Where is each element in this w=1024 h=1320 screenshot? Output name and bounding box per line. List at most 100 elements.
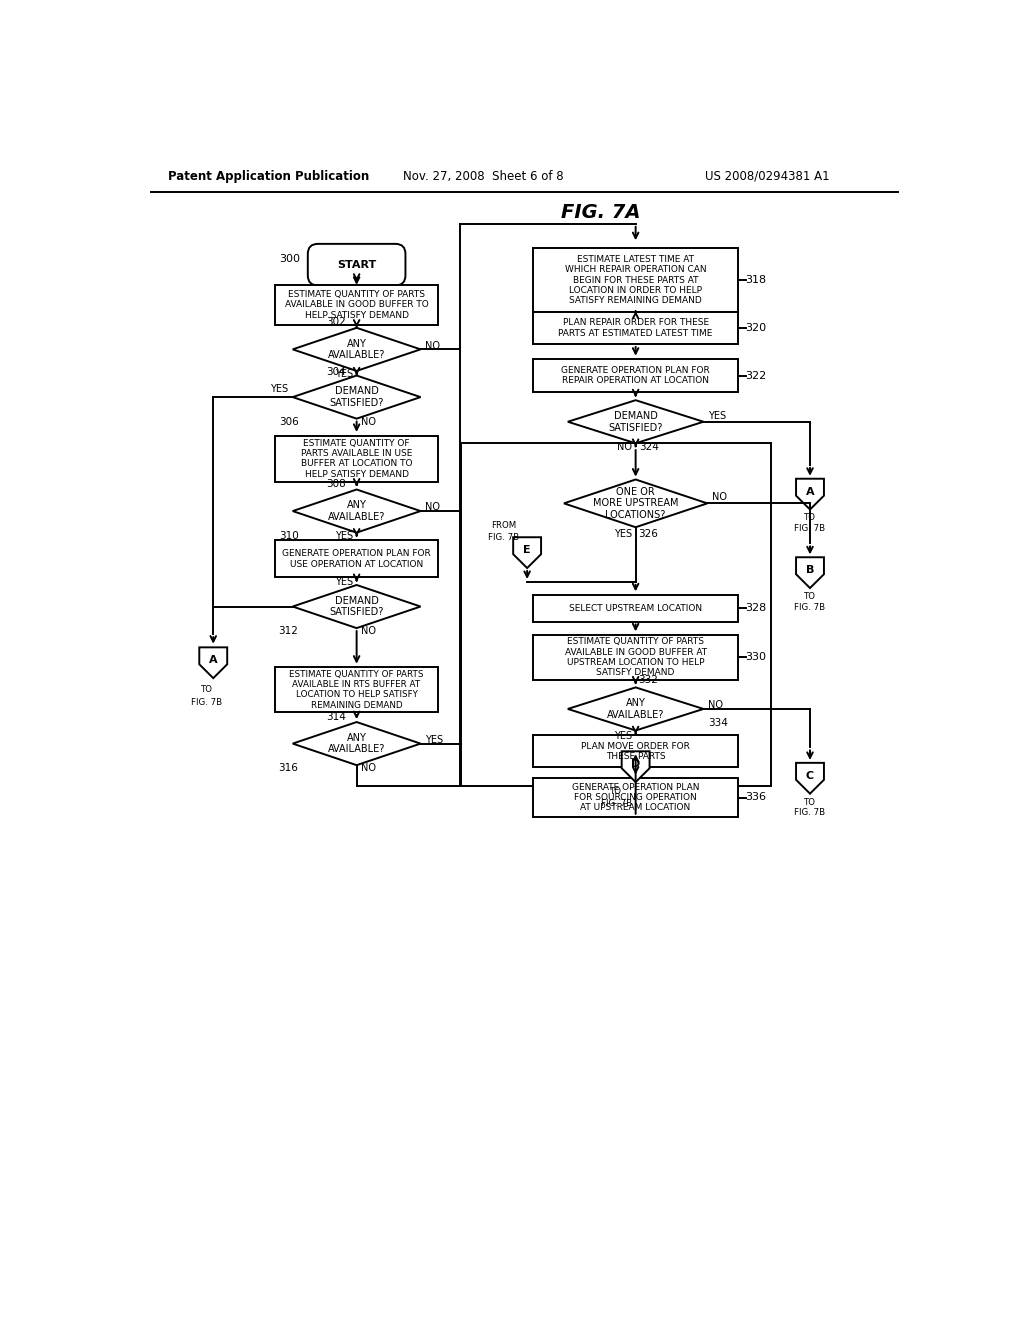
- Text: DEMAND
SATISFIED?: DEMAND SATISFIED?: [330, 595, 384, 618]
- Text: YES: YES: [335, 370, 352, 379]
- Polygon shape: [568, 400, 703, 444]
- Text: PLAN REPAIR ORDER FOR THESE
PARTS AT ESTIMATED LATEST TIME: PLAN REPAIR ORDER FOR THESE PARTS AT EST…: [558, 318, 713, 338]
- Text: 322: 322: [745, 371, 767, 380]
- Text: ESTIMATE QUANTITY OF PARTS
AVAILABLE IN GOOD BUFFER TO
HELP SATISFY DEMAND: ESTIMATE QUANTITY OF PARTS AVAILABLE IN …: [285, 290, 428, 319]
- Text: ANY
AVAILABLE?: ANY AVAILABLE?: [328, 338, 385, 360]
- Text: TO: TO: [804, 513, 816, 523]
- Text: 304: 304: [327, 367, 346, 378]
- FancyBboxPatch shape: [532, 312, 738, 345]
- Polygon shape: [568, 688, 703, 730]
- Polygon shape: [796, 557, 824, 589]
- Text: A: A: [209, 656, 217, 665]
- Text: 326: 326: [638, 529, 657, 539]
- Text: 336: 336: [745, 792, 767, 803]
- FancyBboxPatch shape: [275, 436, 438, 482]
- FancyBboxPatch shape: [532, 594, 738, 622]
- Text: TO: TO: [804, 593, 816, 601]
- Text: 302: 302: [327, 317, 346, 327]
- Text: US 2008/0294381 A1: US 2008/0294381 A1: [706, 169, 830, 182]
- Text: C: C: [806, 771, 814, 781]
- Polygon shape: [293, 376, 421, 418]
- Text: 332: 332: [638, 675, 657, 685]
- Text: 314: 314: [327, 711, 346, 722]
- Polygon shape: [513, 537, 541, 568]
- Text: 318: 318: [745, 275, 767, 285]
- Text: NO: NO: [712, 492, 727, 502]
- Text: FIG. 7B: FIG. 7B: [795, 808, 825, 817]
- Text: YES: YES: [335, 577, 352, 587]
- FancyBboxPatch shape: [532, 635, 738, 680]
- Text: ANY
AVAILABLE?: ANY AVAILABLE?: [328, 500, 385, 521]
- Text: NO: NO: [616, 442, 632, 453]
- Text: ANY
AVAILABLE?: ANY AVAILABLE?: [328, 733, 385, 755]
- Text: NO: NO: [360, 626, 376, 636]
- Text: YES: YES: [335, 531, 352, 541]
- Text: YES: YES: [613, 731, 632, 741]
- Text: YES: YES: [425, 735, 443, 744]
- Text: 306: 306: [279, 417, 299, 426]
- Polygon shape: [293, 327, 421, 371]
- Text: FIG. 7B: FIG. 7B: [601, 799, 632, 808]
- Text: ESTIMATE QUANTITY OF
PARTS AVAILABLE IN USE
BUFFER AT LOCATION TO
HELP SATISFY D: ESTIMATE QUANTITY OF PARTS AVAILABLE IN …: [301, 438, 413, 479]
- Polygon shape: [200, 647, 227, 678]
- Text: Nov. 27, 2008  Sheet 6 of 8: Nov. 27, 2008 Sheet 6 of 8: [403, 169, 564, 182]
- Text: NO: NO: [425, 341, 440, 351]
- Text: TO: TO: [610, 787, 623, 796]
- FancyBboxPatch shape: [275, 668, 438, 711]
- FancyBboxPatch shape: [532, 735, 738, 767]
- Text: 320: 320: [745, 323, 767, 333]
- Text: NO: NO: [425, 502, 440, 512]
- Polygon shape: [796, 763, 824, 793]
- Polygon shape: [564, 479, 708, 527]
- Text: 334: 334: [708, 718, 728, 727]
- Text: NO: NO: [360, 763, 376, 774]
- Text: FIG. 7B: FIG. 7B: [488, 533, 519, 541]
- Text: SELECT UPSTREAM LOCATION: SELECT UPSTREAM LOCATION: [569, 603, 702, 612]
- Text: YES: YES: [270, 384, 289, 395]
- Text: 312: 312: [279, 626, 299, 636]
- Text: E: E: [523, 545, 530, 556]
- Polygon shape: [622, 751, 649, 781]
- Text: D: D: [631, 759, 640, 770]
- Polygon shape: [293, 490, 421, 533]
- Text: TO: TO: [201, 685, 213, 694]
- Text: ESTIMATE QUANTITY OF PARTS
AVAILABLE IN RTS BUFFER AT
LOCATION TO HELP SATISFY
R: ESTIMATE QUANTITY OF PARTS AVAILABLE IN …: [290, 669, 424, 710]
- Text: FIG. 7B: FIG. 7B: [795, 603, 825, 611]
- Text: 310: 310: [279, 531, 299, 541]
- Text: FIG. 7B: FIG. 7B: [191, 697, 222, 706]
- Text: YES: YES: [708, 411, 726, 421]
- Text: GENERATE OPERATION PLAN FOR
REPAIR OPERATION AT LOCATION: GENERATE OPERATION PLAN FOR REPAIR OPERA…: [561, 366, 710, 385]
- FancyBboxPatch shape: [532, 248, 738, 312]
- Text: B: B: [806, 565, 814, 576]
- FancyBboxPatch shape: [532, 779, 738, 817]
- Text: TO: TO: [804, 797, 816, 807]
- Text: DEMAND
SATISFIED?: DEMAND SATISFIED?: [608, 411, 663, 433]
- Text: ONE OR
MORE UPSTREAM
LOCATIONS?: ONE OR MORE UPSTREAM LOCATIONS?: [593, 487, 678, 520]
- Text: ESTIMATE QUANTITY OF PARTS
AVAILABLE IN GOOD BUFFER AT
UPSTREAM LOCATION TO HELP: ESTIMATE QUANTITY OF PARTS AVAILABLE IN …: [564, 638, 707, 677]
- FancyBboxPatch shape: [275, 540, 438, 577]
- Polygon shape: [293, 585, 421, 628]
- FancyBboxPatch shape: [532, 359, 738, 392]
- Text: Patent Application Publication: Patent Application Publication: [168, 169, 370, 182]
- Text: 316: 316: [279, 763, 299, 774]
- Text: NO: NO: [708, 700, 723, 710]
- Text: 308: 308: [327, 479, 346, 490]
- Text: YES: YES: [613, 529, 632, 539]
- Text: ANY
AVAILABLE?: ANY AVAILABLE?: [607, 698, 665, 719]
- Polygon shape: [293, 722, 421, 766]
- Text: NO: NO: [360, 417, 376, 426]
- Text: PLAN MOVE ORDER FOR
THESE PARTS: PLAN MOVE ORDER FOR THESE PARTS: [582, 742, 690, 762]
- Text: ESTIMATE LATEST TIME AT
WHICH REPAIR OPERATION CAN
BEGIN FOR THESE PARTS AT
LOCA: ESTIMATE LATEST TIME AT WHICH REPAIR OPE…: [565, 255, 707, 305]
- Text: GENERATE OPERATION PLAN FOR
USE OPERATION AT LOCATION: GENERATE OPERATION PLAN FOR USE OPERATIO…: [283, 549, 431, 569]
- Text: START: START: [337, 260, 376, 269]
- Text: 328: 328: [745, 603, 767, 612]
- Text: 324: 324: [640, 442, 659, 453]
- Text: FIG. 7B: FIG. 7B: [795, 524, 825, 533]
- Polygon shape: [796, 479, 824, 510]
- Text: 330: 330: [745, 652, 767, 663]
- Text: 300: 300: [280, 253, 300, 264]
- Text: FIG. 7A: FIG. 7A: [561, 203, 640, 222]
- Text: FROM: FROM: [492, 521, 516, 531]
- FancyBboxPatch shape: [308, 244, 406, 285]
- Text: DEMAND
SATISFIED?: DEMAND SATISFIED?: [330, 387, 384, 408]
